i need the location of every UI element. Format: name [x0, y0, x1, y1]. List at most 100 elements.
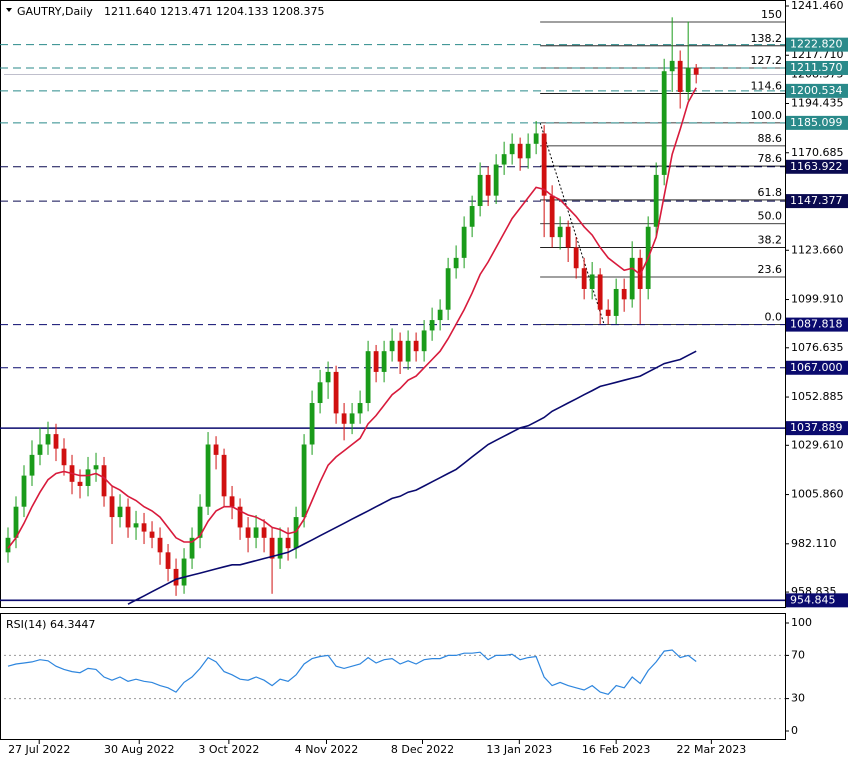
candle-body: [453, 257, 459, 269]
x-tick-label: 16 Feb 2023: [582, 743, 650, 756]
x-tick-label: 8 Dec 2022: [391, 743, 454, 756]
fib-label: 150: [761, 8, 782, 21]
candle-body: [277, 537, 283, 559]
candle-body: [269, 537, 275, 559]
candle-body: [589, 274, 595, 289]
candle-body: [405, 340, 411, 362]
y-tick-label: 1170.685: [791, 146, 844, 159]
candle-body: [349, 413, 355, 424]
rsi-frame: [0, 613, 786, 740]
candle-body: [421, 330, 427, 352]
level-label: 954.845: [790, 593, 836, 606]
candle-body: [29, 454, 35, 476]
ohlc-high: 1213.471: [160, 5, 213, 18]
fib-label: 100.0: [751, 109, 783, 122]
level-label: 1067.000: [790, 361, 843, 374]
candle-body: [213, 444, 219, 455]
fib-label: 127.2: [751, 54, 783, 67]
fib-label: 50.0: [758, 210, 783, 223]
y-tick-label: 1029.610: [791, 438, 844, 451]
candle-body: [533, 133, 539, 144]
candle-body: [581, 268, 587, 289]
candle-body: [45, 434, 51, 445]
level-label: 1087.818: [790, 318, 843, 331]
fib-label: 61.8: [758, 186, 783, 199]
level-label: 1147.377: [790, 194, 843, 207]
candle-body: [661, 71, 667, 175]
ohlc-low: 1204.133: [216, 5, 269, 18]
candle-body: [517, 143, 523, 159]
level-label: 1211.570: [790, 61, 843, 74]
y-tick-label: 1099.910: [791, 293, 844, 306]
level-box: [786, 115, 848, 130]
menu-triangle[interactable]: [6, 8, 12, 12]
moving-average: [127, 350, 697, 605]
rsi-tick-label: 0: [791, 724, 798, 737]
candle-body: [389, 340, 395, 352]
candle-body: [677, 60, 683, 92]
candle-body: [117, 506, 123, 518]
x-tick-label: 22 Mar 2023: [677, 743, 747, 756]
candle-body: [141, 523, 147, 532]
candle-body: [685, 67, 691, 92]
candle-body: [221, 454, 227, 497]
y-tick-label: 1005.860: [791, 488, 844, 501]
candle-body: [109, 496, 115, 518]
rsi-tick-label: 30: [791, 692, 805, 705]
level-label: 1185.099: [790, 116, 843, 129]
fib-label: 23.6: [758, 263, 783, 276]
candle-body: [333, 371, 339, 414]
rsi-tick-label: 100: [791, 616, 812, 629]
x-tick-label: 27 Jul 2022: [8, 743, 70, 756]
level-box: [786, 360, 848, 375]
main-frame: [0, 0, 786, 608]
level-box: [786, 421, 848, 436]
candle-body: [157, 537, 163, 553]
candle-body: [37, 444, 43, 455]
level-box: [786, 83, 848, 98]
candle-body: [629, 257, 635, 300]
fib-label: 0.0: [765, 311, 783, 324]
level-label: 1037.889: [790, 421, 843, 434]
y-tick-label: 982.110: [791, 537, 837, 550]
candle-body: [373, 351, 379, 372]
candle-body: [85, 469, 91, 486]
candle-body: [365, 351, 371, 404]
x-tick-label: 30 Aug 2022: [104, 743, 174, 756]
level-box: [786, 159, 848, 174]
candle-body: [309, 403, 315, 445]
x-tick-label: 3 Oct 2022: [198, 743, 259, 756]
candle-body: [573, 247, 579, 269]
fib-label: 138.2: [751, 32, 783, 45]
ohlc-open: 1211.640: [104, 5, 157, 18]
candle-body: [165, 552, 171, 569]
y-tick-label: 1194.435: [791, 97, 844, 110]
level-box: [786, 317, 848, 332]
chart-title: GAUTRY,Daily: [17, 5, 93, 18]
level-label: 1200.534: [790, 84, 843, 97]
fib-label: 88.6: [758, 132, 783, 145]
candle-body: [669, 60, 675, 72]
candle-body: [525, 143, 531, 159]
candle-body: [445, 268, 451, 310]
moving-average: [7, 87, 697, 549]
candle-body: [125, 506, 131, 528]
candle-body: [149, 531, 155, 538]
fib-label: 114.6: [751, 79, 783, 92]
level-box: [786, 37, 848, 52]
level-box: [786, 194, 848, 209]
rsi-line: [7, 649, 697, 695]
candle-body: [381, 351, 387, 372]
level-label: 1222.820: [790, 38, 843, 51]
candle-body: [301, 444, 307, 518]
candle-body: [93, 465, 99, 470]
candle-body: [285, 537, 291, 549]
candle-body: [317, 382, 323, 404]
candle-body: [77, 481, 83, 486]
candle-body: [509, 143, 515, 155]
y-tick-label: 1052.885: [791, 390, 844, 403]
candle-body: [205, 444, 211, 507]
candle-body: [613, 288, 619, 316]
candle-body: [413, 340, 419, 352]
